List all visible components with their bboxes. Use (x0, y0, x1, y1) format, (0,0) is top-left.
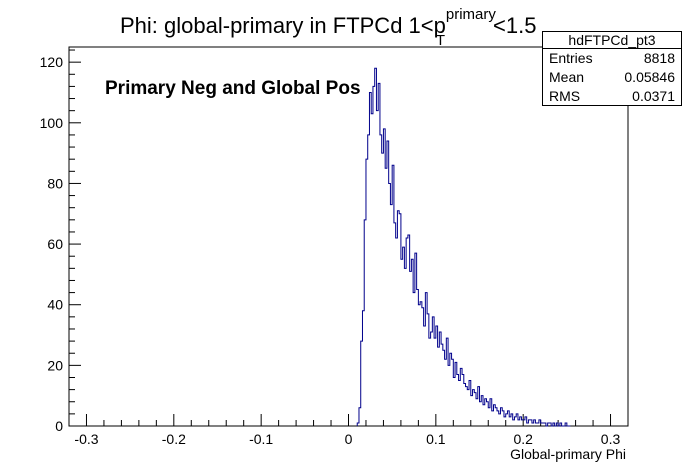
x-tick-label: 0.3 (601, 431, 621, 447)
x-axis-label: Global-primary Phi (510, 446, 626, 462)
stats-row: RMS 0.0371 (543, 87, 681, 106)
stats-title: hdFTPCd_pt3 (543, 32, 681, 49)
y-tick-label: 0 (55, 418, 63, 434)
title-prefix: Phi: global-primary in FTPCd 1<p (120, 13, 446, 38)
title-sup: primary (446, 6, 497, 23)
stats-box: hdFTPCd_pt3 Entries 8818 Mean 0.05846 RMS 0.0… (542, 31, 682, 106)
y-tick-label: 60 (47, 236, 63, 252)
y-tick-label: 120 (40, 54, 64, 70)
y-tick-label: 20 (47, 357, 63, 373)
stats-row: Entries 8818 (543, 49, 681, 68)
y-tick-label: 80 (47, 175, 63, 191)
x-tick-label: 0.1 (426, 431, 446, 447)
y-axis: 0 20 40 60 80 100 120 (40, 49, 81, 434)
stats-row: Mean 0.05846 (543, 68, 681, 87)
x-tick-label: -0.1 (249, 431, 273, 447)
x-tick-label: 0.2 (513, 431, 533, 447)
x-axis: -0.3 -0.2 -0.1 0 0.1 0.2 0.3 (68, 414, 629, 447)
x-tick-label: 0 (345, 431, 353, 447)
annotation-text: Primary Neg and Global Pos (105, 78, 361, 99)
stats-value: 0.0371 (632, 88, 675, 104)
y-tick-label: 100 (40, 115, 64, 131)
title-sub: T (436, 32, 445, 49)
chart-title: Phi: global-primary in FTPCd 1<pprimary T… (120, 6, 536, 49)
stats-label: RMS (549, 88, 581, 104)
stats-value: 0.05846 (624, 69, 675, 85)
stats-value: 8818 (643, 50, 675, 66)
title-suffix: <1.5 (493, 13, 536, 38)
stats-label: Mean (549, 69, 585, 85)
x-tick-label: -0.2 (162, 431, 186, 447)
histogram-line (356, 67, 571, 427)
histogram-series (356, 67, 571, 427)
y-tick-label: 40 (47, 297, 63, 313)
stats-label: Entries (549, 50, 593, 66)
x-tick-label: -0.3 (74, 431, 98, 447)
